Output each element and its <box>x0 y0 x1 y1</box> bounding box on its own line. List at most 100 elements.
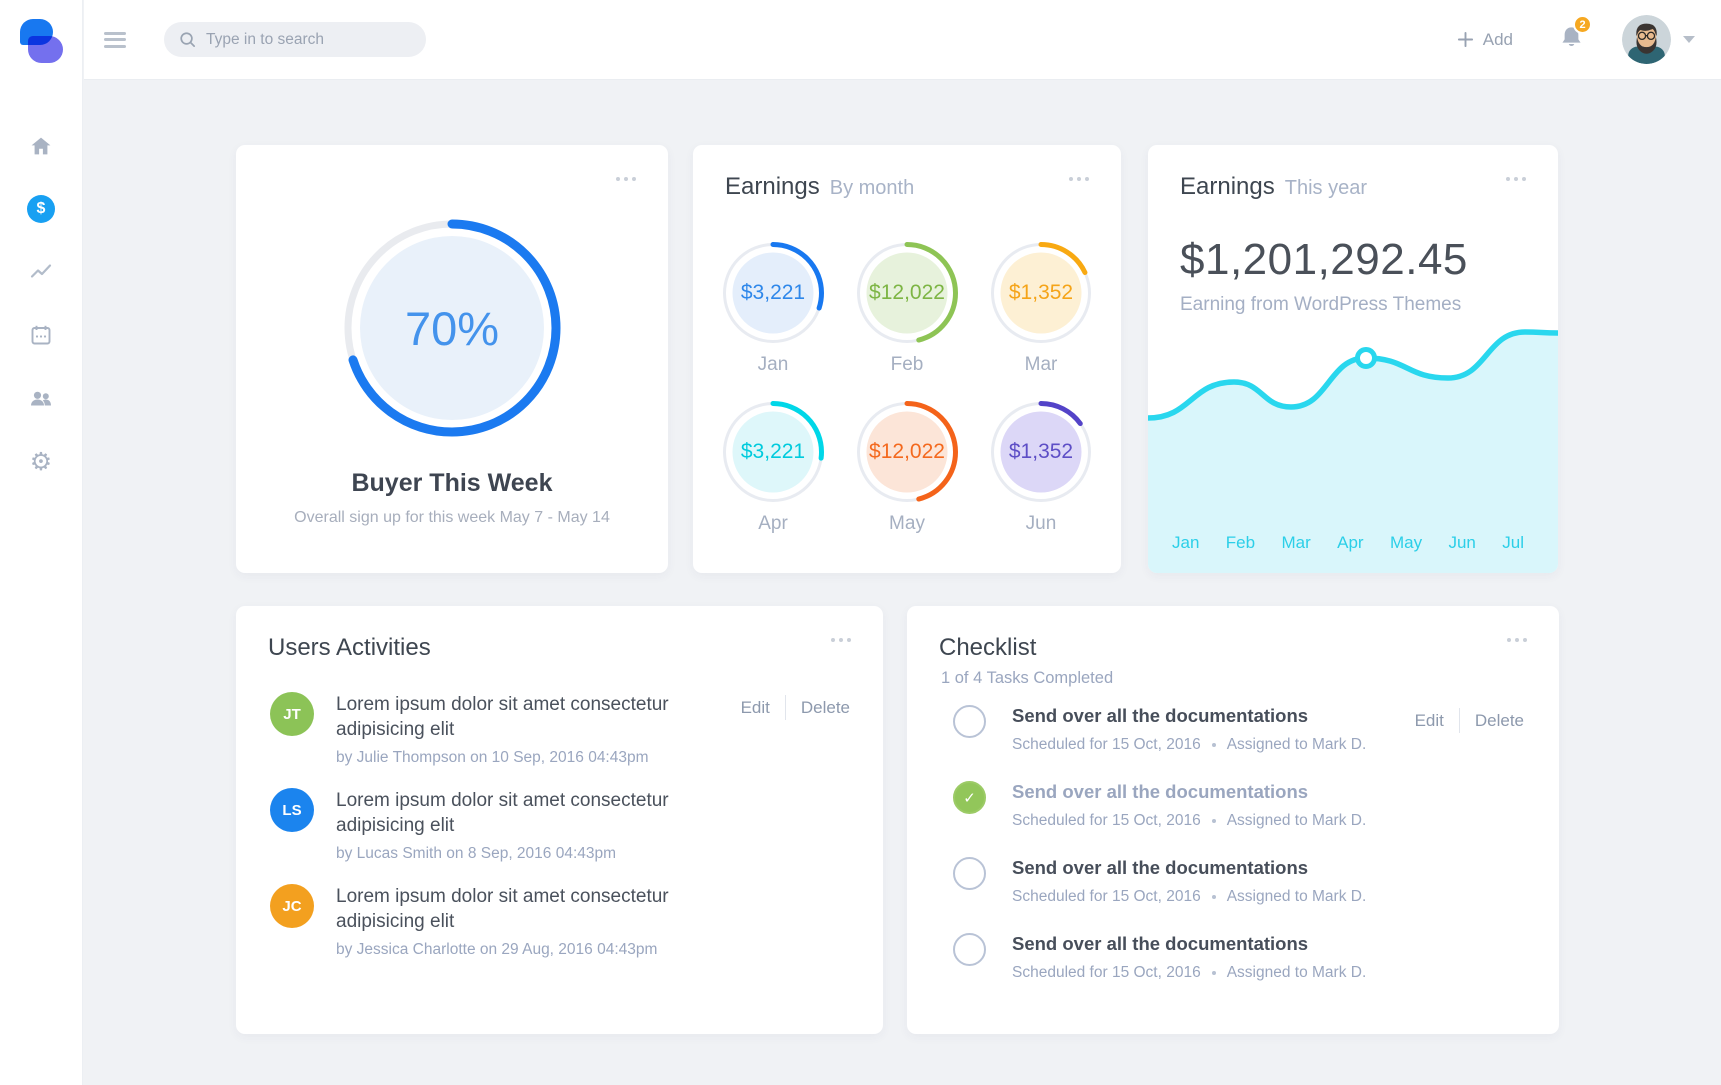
task-item: Send over all the documentations Schedule… <box>907 857 1559 906</box>
task-meta: Scheduled for 15 Oct, 2016 Assigned to Ma… <box>1012 964 1366 982</box>
activity-byline: by Julie Thompson on 10 Sep, 2016 04:43p… <box>336 749 649 767</box>
task-title: Send over all the documentations <box>1012 705 1309 726</box>
activity-byline: by Jessica Charlotte on 29 Aug, 2016 04:… <box>336 941 658 959</box>
chart-marker <box>1355 347 1377 369</box>
earnings-month-subtitle: By month <box>829 177 915 199</box>
task-scheduled: Scheduled for 15 Oct, 2016 <box>1012 812 1201 829</box>
task-title: Send over all the documentations <box>1012 857 1309 878</box>
sidebar-item-trends[interactable] <box>20 251 62 293</box>
add-button-label: Add <box>1482 29 1513 49</box>
task-assigned: Assigned to Mark D. <box>1226 888 1367 905</box>
users-icon <box>31 391 51 406</box>
task-checkbox-checked[interactable]: ✓ <box>953 781 986 814</box>
search-input[interactable] <box>206 30 406 49</box>
chevron-down-icon[interactable] <box>1683 36 1695 43</box>
activity-list: JT Lorem ipsum dolor sit amet consectetur… <box>236 692 883 959</box>
notifications-button[interactable]: 2 <box>1559 15 1592 55</box>
monthly-earning-value: $12,022 <box>869 281 945 304</box>
logo-shape-bottom <box>28 36 63 63</box>
delete-button[interactable]: Delete <box>1474 710 1524 730</box>
more-options-icon[interactable] <box>1503 634 1531 646</box>
monthly-earning-feb: $12,022 Feb <box>852 241 962 376</box>
yearly-earnings-amount: $1,201,292.45 <box>1180 235 1468 284</box>
task-checkbox[interactable] <box>953 933 986 966</box>
chart-month-label: Jun <box>1448 533 1476 552</box>
task-item: ✓ Send over all the documentations Schedul… <box>907 781 1559 830</box>
divider <box>784 695 786 720</box>
home-icon <box>31 137 51 155</box>
earnings-year-title: Earnings <box>1180 173 1275 200</box>
buyer-card-title: Buyer This Week <box>351 469 553 497</box>
avatar-photo <box>1622 15 1671 64</box>
earnings-area-chart: Jan Feb Mar Apr May Jun Jul <box>1148 313 1558 573</box>
bullet-dot <box>1211 895 1216 899</box>
task-item: Send over all the documentations Schedule… <box>907 705 1559 754</box>
buyer-percent-value: 70% <box>404 301 500 355</box>
sidebar: $ ⚙ <box>0 0 83 1085</box>
monthly-earning-value: $3,221 <box>740 281 806 304</box>
monthly-earning-value: $12,022 <box>869 440 945 463</box>
row-actions: Edit Delete <box>741 695 850 720</box>
sidebar-item-earnings[interactable]: $ <box>20 188 62 230</box>
more-options-icon[interactable] <box>827 634 855 646</box>
buyer-progress-ring: 70% <box>341 217 563 439</box>
edit-button[interactable]: Edit <box>1414 710 1444 730</box>
settings-gear-icon: ⚙ <box>29 446 53 476</box>
activity-text: Lorem ipsum dolor sit amet consectetur a… <box>336 790 669 837</box>
checklist-card: Checklist 1 of 4 Tasks Completed Send ov… <box>907 606 1559 1034</box>
task-list: Send over all the documentations Schedule… <box>907 705 1559 982</box>
monthly-earning-jun: $1,352 Jun <box>986 400 1096 535</box>
sidebar-item-home[interactable] <box>20 125 62 167</box>
chart-month-label: Feb <box>1225 533 1256 552</box>
yearly-earnings-description: Earning from WordPress Themes <box>1180 294 1462 315</box>
bullet-dot <box>1211 971 1216 975</box>
activity-text: Lorem ipsum dolor sit amet consectetur a… <box>336 694 669 741</box>
buyer-this-week-card: 70% Buyer This Week Overall sign up for … <box>236 145 668 573</box>
trends-icon <box>30 264 52 278</box>
users-activities-title: Users Activities <box>268 634 431 661</box>
chart-month-label: Jul <box>1502 533 1524 552</box>
more-options-icon[interactable] <box>612 173 640 185</box>
earnings-dollar-icon: $ <box>27 195 55 223</box>
task-checkbox[interactable] <box>953 705 986 738</box>
menu-icon[interactable] <box>102 31 128 49</box>
task-checkbox[interactable] <box>953 857 986 890</box>
task-title: Send over all the documentations <box>1012 933 1309 954</box>
monthly-earning-value: $1,352 <box>1008 440 1074 463</box>
avatar[interactable] <box>1622 15 1671 64</box>
monthly-earning-label: Feb <box>890 354 924 375</box>
sidebar-item-calendar[interactable] <box>20 314 62 356</box>
more-options-icon[interactable] <box>1065 173 1093 185</box>
monthly-earning-label: Apr <box>758 513 788 534</box>
task-assigned: Assigned to Mark D. <box>1226 736 1367 753</box>
bullet-dot <box>1211 819 1216 823</box>
task-meta: Scheduled for 15 Oct, 2016 Assigned to Ma… <box>1012 888 1366 906</box>
task-scheduled: Scheduled for 15 Oct, 2016 <box>1012 736 1201 753</box>
earnings-by-month-card: Earnings By month $3,221 Jan $12,022 Feb $1,… <box>693 145 1121 573</box>
monthly-earning-label: Jan <box>757 354 789 375</box>
sidebar-item-settings[interactable]: ⚙ <box>20 440 62 482</box>
buyer-card-subtitle: Overall sign up for this week May 7 - Ma… <box>294 509 610 526</box>
edit-button[interactable]: Edit <box>740 697 770 717</box>
main-content: 70% Buyer This Week Overall sign up for … <box>84 81 1721 1085</box>
chart-month-labels: Jan Feb Mar Apr May Jun Jul <box>1148 533 1558 553</box>
calendar-icon <box>31 325 51 345</box>
chart-month-label: Apr <box>1337 533 1364 552</box>
add-button[interactable]: Add <box>1457 30 1513 50</box>
task-scheduled: Scheduled for 15 Oct, 2016 <box>1012 964 1201 981</box>
sidebar-item-users[interactable] <box>20 377 62 419</box>
search-bar <box>164 22 426 57</box>
monthly-earnings-grid: $3,221 Jan $12,022 Feb $1,352 Mar $3,221 Apr $12… <box>693 241 1121 535</box>
delete-button[interactable]: Delete <box>800 697 850 717</box>
task-scheduled: Scheduled for 15 Oct, 2016 <box>1012 888 1201 905</box>
task-assigned: Assigned to Mark D. <box>1226 812 1367 829</box>
chart-month-label: Jan <box>1172 533 1200 552</box>
task-meta: Scheduled for 15 Oct, 2016 Assigned to Ma… <box>1012 812 1366 830</box>
bullet-dot <box>1211 743 1216 747</box>
task-assigned: Assigned to Mark D. <box>1226 964 1367 981</box>
more-options-icon[interactable] <box>1502 173 1530 185</box>
activity-item: LS Lorem ipsum dolor sit amet consectetur… <box>236 788 883 863</box>
topbar: Add 2 <box>84 0 1721 80</box>
monthly-earning-jan: $3,221 Jan <box>718 241 828 376</box>
app-logo[interactable] <box>18 17 64 65</box>
